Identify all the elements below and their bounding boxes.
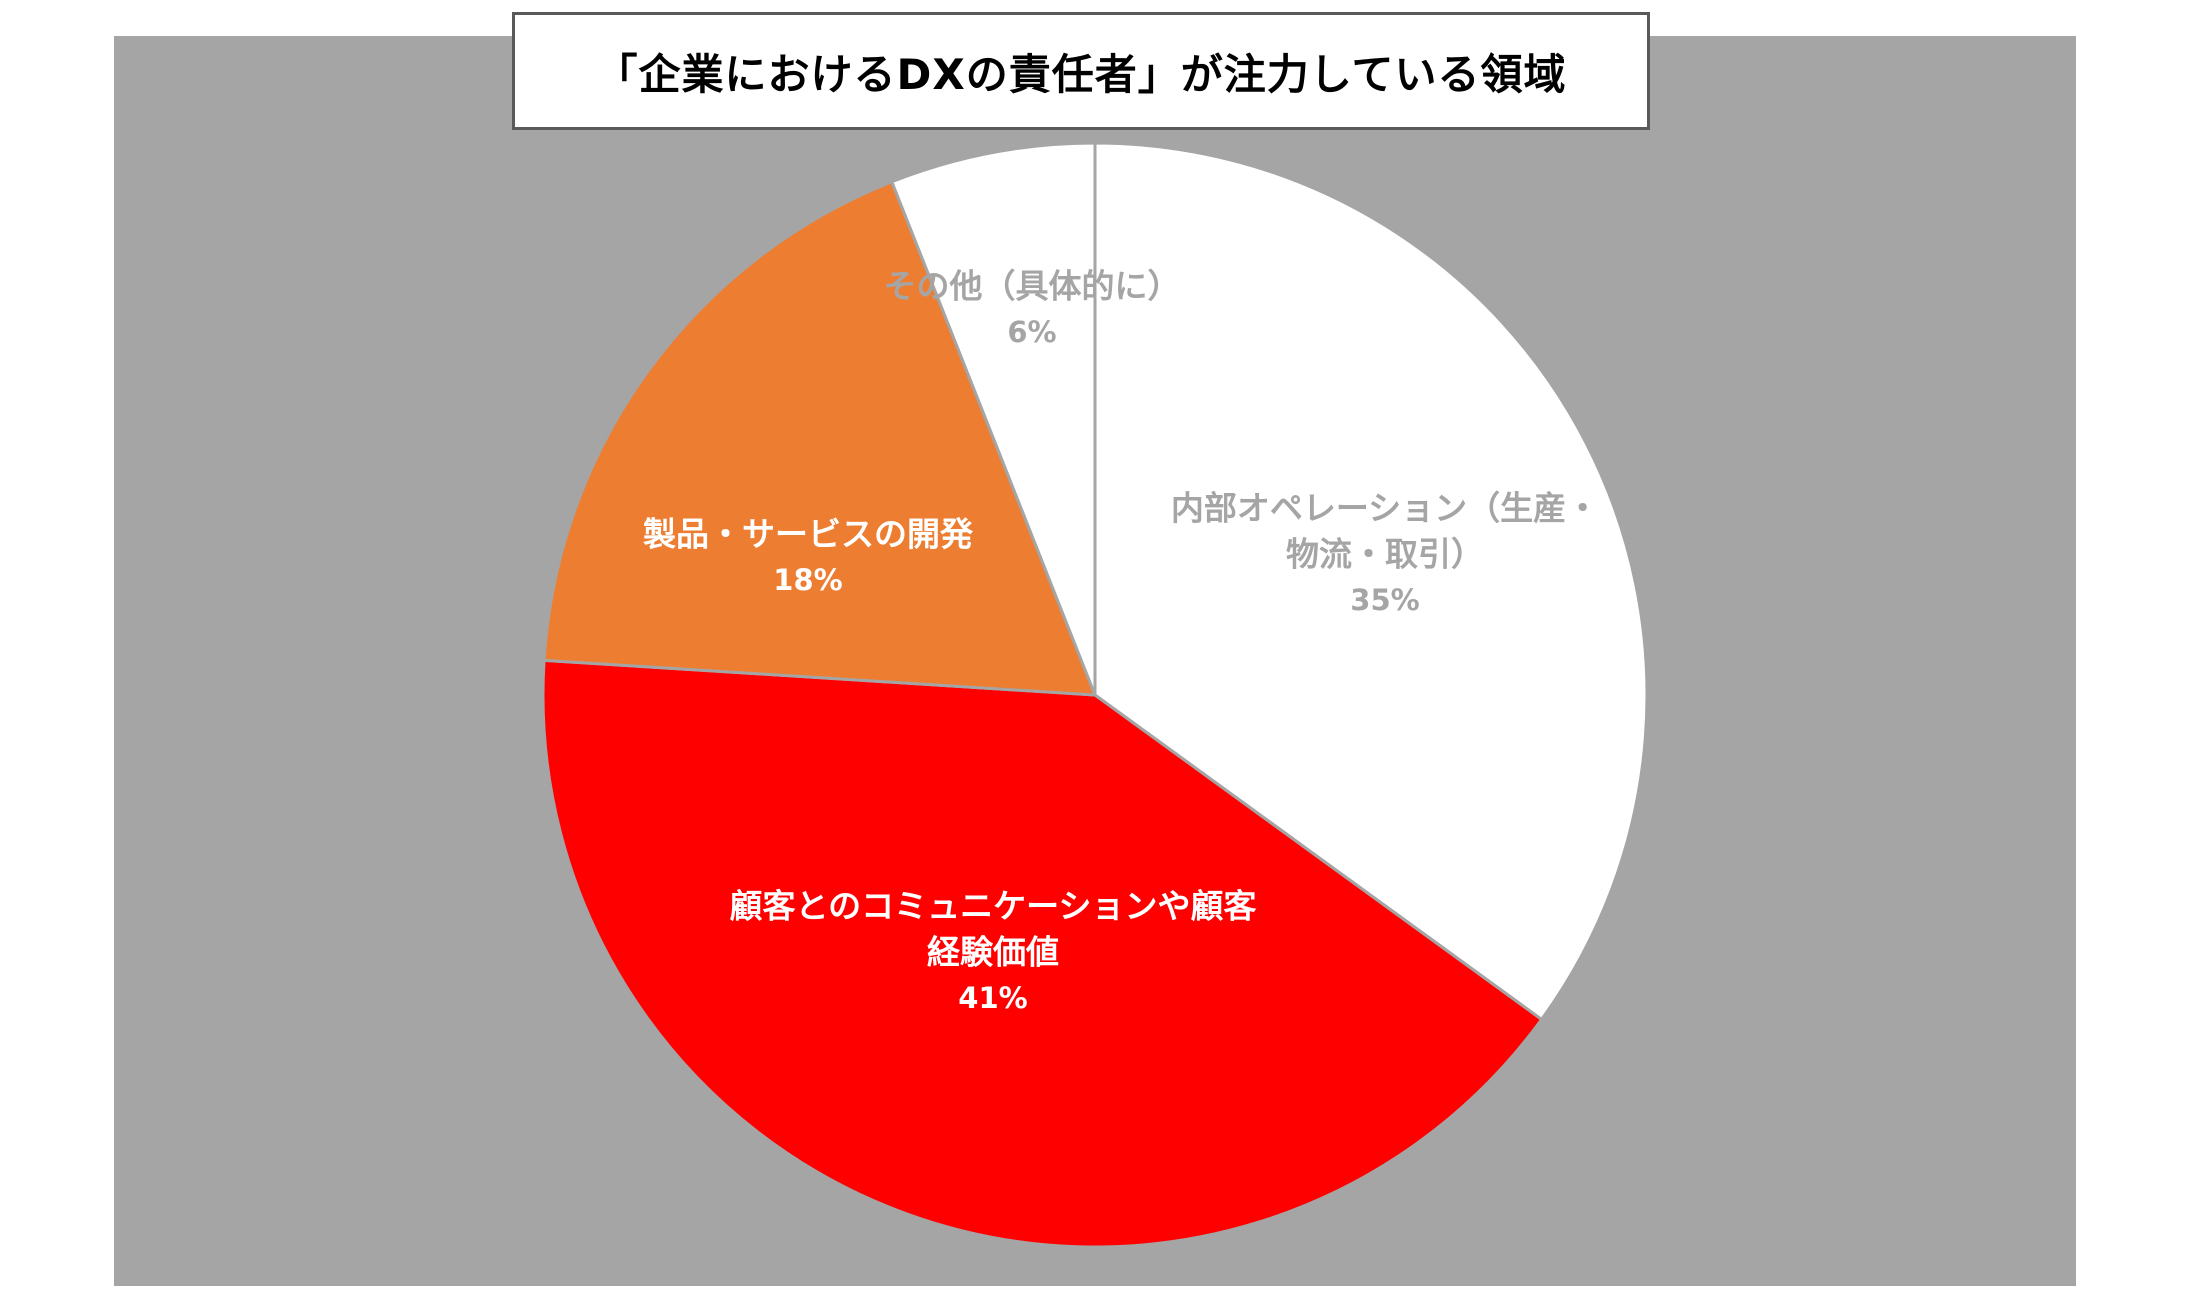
- slice-1-label-line-2: 物流・取引）: [1286, 535, 1484, 574]
- chart-title-box: 「企業におけるDXの責任者」が注力している領域: [512, 12, 1650, 130]
- pie-labels: 内部オペレーション（生産・物流・取引） 35% 顧客とのコミュニケーションや顧客経験…: [643, 267, 1599, 1016]
- pie-slices: [541, 141, 1649, 1249]
- slice-1-value-label: 35%: [1350, 583, 1419, 617]
- pie-slice-2: [541, 658, 1544, 1249]
- slice-4-label-line-1: その他（具体的に）: [884, 267, 1181, 306]
- slice-1-label-line-1: 内部オペレーション（生産・: [1171, 489, 1599, 528]
- slice-3-value-label: 18%: [773, 563, 842, 597]
- slice-4-value-label: 6%: [1007, 315, 1056, 349]
- pie-slice-3: [542, 179, 1098, 697]
- slice-2-value-label: 41%: [958, 981, 1027, 1015]
- slice-3-label-line-1: 製品・サービスの開発: [643, 515, 974, 554]
- pie-slice-4: [889, 141, 1097, 696]
- pie-slice-1: [1093, 141, 1649, 1022]
- slice-2-label-line-2: 経験価値: [927, 933, 1059, 972]
- chart-title: 「企業におけるDXの責任者」が注力している領域: [595, 49, 1567, 99]
- slice-2-label-line-1: 顧客とのコミュニケーションや顧客: [729, 887, 1256, 926]
